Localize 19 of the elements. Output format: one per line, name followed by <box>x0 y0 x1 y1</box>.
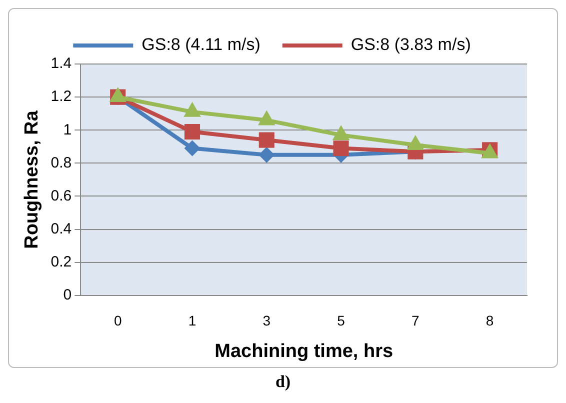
y-tick-label: 1.4 <box>50 55 72 72</box>
y-tick-label: 0.2 <box>50 253 72 270</box>
y-axis-title: Roughness, Ra <box>22 110 43 249</box>
legend-label: GS:8 (3.83 m/s) <box>350 35 471 54</box>
y-tick-label: 0 <box>63 286 72 304</box>
x-axis-title: Machining time, hrs <box>214 340 394 362</box>
y-tick-label: 0.4 <box>50 220 72 238</box>
y-tick-label: 0.6 <box>50 187 72 204</box>
legend-label: GS:8 (4.11 m/s) <box>142 35 260 54</box>
y-tick-label: 0.8 <box>50 154 72 172</box>
x-tick-label: 7 <box>412 312 420 329</box>
x-tick-label: 5 <box>337 312 346 329</box>
y-tick-label: 1.2 <box>50 88 72 106</box>
x-tick-label: 0 <box>114 312 122 329</box>
x-tick-label: 1 <box>188 312 196 329</box>
y-tick-label: 1 <box>63 121 72 138</box>
text: d) <box>274 372 292 392</box>
x-tick-label: 3 <box>262 312 271 329</box>
x-tick-label: 8 <box>486 312 494 329</box>
